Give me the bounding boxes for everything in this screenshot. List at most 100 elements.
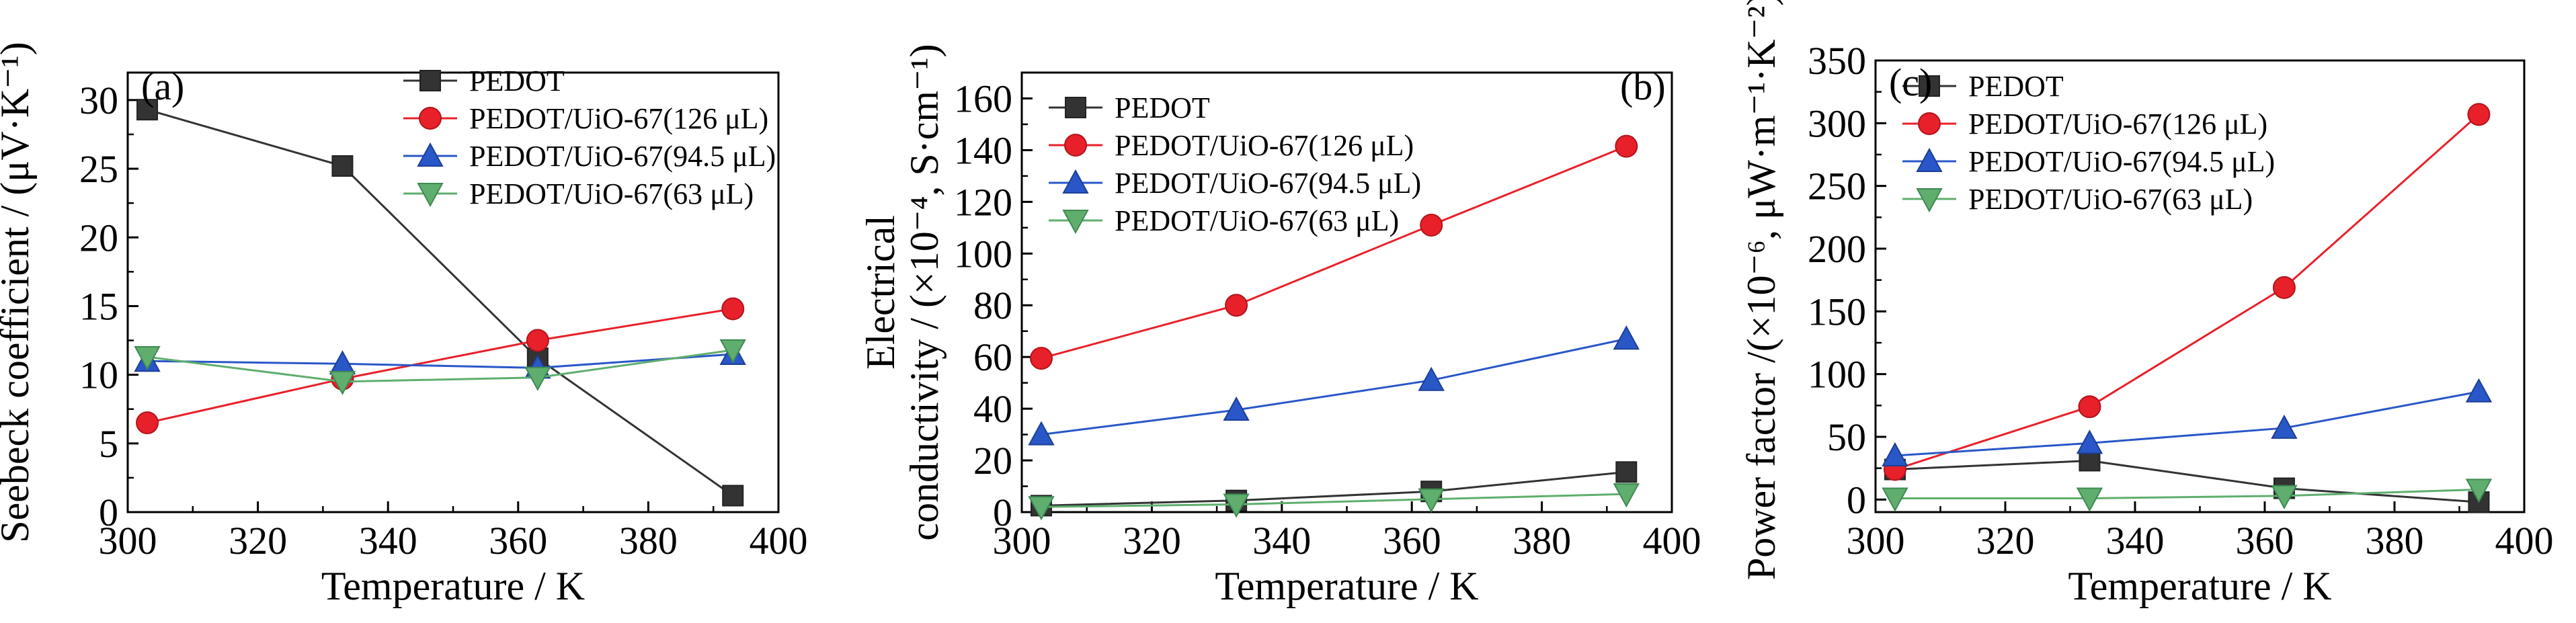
y-axis-title: conductivity / (×10⁻⁴, S·cm⁻¹) [902,44,947,540]
legend-marker [1916,188,1943,213]
data-point [1615,134,1638,158]
data-point [136,99,159,121]
data-point [331,155,354,177]
x-tick-label: 360 [489,519,547,563]
data-point [1223,493,1250,518]
x-tick-label: 300 [1847,519,1905,563]
legend-marker [1918,112,1941,135]
legend-marker [1062,210,1089,235]
legend-marker [1064,134,1087,157]
x-tick-label: 320 [1123,519,1181,563]
y-tick-label: 80 [973,284,1012,327]
x-tick-label: 360 [2236,519,2294,563]
legend-marker [1065,97,1086,118]
legend-label: PEDOT [1115,91,1210,124]
legend-label: PEDOT/UiO-67(63 μL) [1115,204,1399,237]
legend-marker [419,70,441,91]
data-point [1882,442,1908,466]
data-point [2271,414,2298,439]
data-point [721,297,745,321]
legend-marker [1919,75,1940,97]
y-tick-label: 30 [79,79,118,122]
y-tick-label: 20 [973,439,1012,483]
y-tick-label: 0 [99,491,118,534]
x-tick-label: 400 [750,519,808,563]
legend-marker [1062,169,1089,194]
y-tick-label: 50 [1827,415,1866,459]
data-point [1613,325,1640,350]
y-tick-label: 150 [1808,290,1866,333]
legend-marker [417,183,444,208]
legend: PEDOT PEDOT/UiO-67(126 μL) PEDOT/UiO-67(94… [403,65,776,210]
x-tick-label: 400 [1643,519,1701,563]
series-line [147,108,734,497]
y-axis-title: Seebeck coefficient / (μV·K⁻¹) [0,42,37,542]
x-tick-label: 340 [2106,519,2165,563]
panel-label: (b) [1620,65,1666,108]
legend-label: PEDOT/UiO-67(126 μL) [1968,108,2267,140]
y-tick-label: 5 [99,422,118,466]
series-line [1894,488,2479,499]
series-line [1041,470,1627,507]
panel-label: (c) [1889,60,1932,104]
data-point [2078,395,2101,419]
data-point [2272,276,2296,299]
x-tick-label: 320 [229,519,287,563]
legend-label: PEDOT/UiO-67(94.5 μL) [469,140,776,173]
series-line [1894,114,2480,470]
series-line [147,308,733,424]
data-point [1028,421,1055,446]
legend-label: PEDOT/UiO-67(126 μL) [1115,129,1414,162]
chart-panel-b: 300 320 340 360 380 400 0 20 40 60 80 100 120 140 160 T… [858,44,1701,608]
y-tick-label: 0 [1847,478,1866,522]
data-point [2079,450,2101,472]
series-line [1894,390,2479,457]
data-point [134,346,161,371]
data-point [1225,294,1248,317]
data-point [1418,488,1445,513]
legend-marker [419,107,442,130]
data-point [2467,103,2491,126]
series-line [1041,145,1627,360]
x-tick-label: 300 [99,519,157,563]
y-tick-label: 20 [79,216,118,259]
x-axis-title: Temperature / K [321,564,585,608]
panel-label: (a) [141,65,184,108]
x-axis-title: Temperature / K [1215,564,1478,608]
legend-label: PEDOT/UiO-67(94.5 μL) [1968,145,2275,178]
data-point [1613,483,1640,508]
legend: PEDOT PEDOT/UiO-67(126 μL) PEDOT/UiO-67(94… [1049,91,1421,237]
y-tick-label: 160 [954,77,1012,120]
data-point [524,366,551,391]
data-point [136,411,159,435]
y-axis-title: Power factor /(×10⁻⁶, μW·m⁻¹·K⁻²) [1739,0,1783,580]
y-tick-label: 300 [1808,101,1866,145]
series-line [1041,337,1627,436]
y-tick-label: 100 [954,232,1012,276]
y-tick-label: 0 [993,491,1012,534]
legend-label: PEDOT/UiO-67(94.5 μL) [1115,167,1421,200]
y-axis-title-line1: Electrical [858,215,903,370]
x-axis-title: Temperature / K [2068,564,2331,608]
legend-marker [417,142,444,167]
series-line [147,349,733,383]
y-tick-label: 25 [79,147,118,191]
data-point [1223,396,1250,421]
x-tick-label: 300 [993,519,1051,563]
y-tick-label: 40 [973,387,1012,431]
data-point [722,485,744,507]
y-tick-label: 10 [79,354,118,397]
y-tick-label: 100 [1808,353,1866,397]
y-tick-label: 350 [1808,39,1866,83]
series-line [1894,459,2479,503]
data-point [1028,496,1055,521]
y-tick-label: 250 [1808,165,1866,208]
data-point [1418,366,1445,391]
legend-label: PEDOT/UiO-67(63 μL) [1968,183,2253,216]
x-tick-label: 360 [1383,519,1441,563]
data-point [2076,487,2103,512]
legend-marker [1916,147,1943,172]
data-point [2271,485,2298,509]
data-point [526,329,549,352]
